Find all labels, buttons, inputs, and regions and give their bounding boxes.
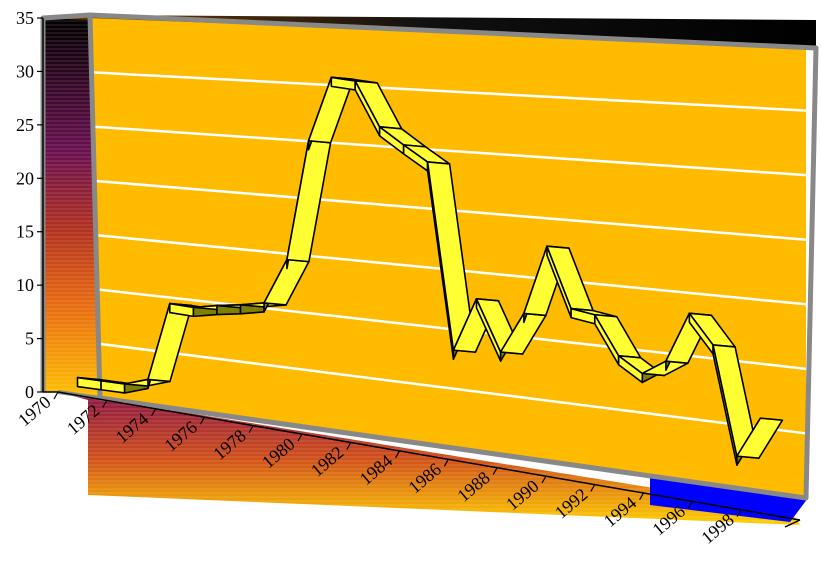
x-tick-mark: [395, 450, 401, 459]
x-tick-mark: [639, 492, 645, 501]
x-tick-mark: [248, 425, 254, 433]
ribbon-segment: [736, 417, 784, 459]
y-tick-label: 25: [16, 115, 34, 135]
x-tick-marks: [53, 391, 742, 517]
side-wall-stripes: [43, 18, 100, 400]
y-tick-label: 30: [16, 61, 34, 81]
x-tick-mark: [736, 509, 742, 517]
data-ribbon: [76, 76, 784, 466]
x-tick-mark: [151, 408, 157, 417]
floor-stripes: [58, 392, 800, 525]
y-tick-label: 35: [16, 8, 34, 28]
x-tick-mark: [590, 484, 596, 492]
x-tick-mark: [443, 458, 449, 467]
x-tick-mark: [541, 475, 547, 484]
x-tick-mark: [297, 433, 303, 442]
y-tick-label: 0: [25, 382, 34, 402]
x-tick-mark: [53, 391, 59, 400]
y-tick-label: 10: [16, 275, 34, 295]
y-tick-label: 5: [25, 329, 34, 349]
y-tick-labels: 0 5 10 15 20 25 30 35: [16, 8, 34, 402]
y-tick-label: 20: [16, 168, 34, 188]
gridline: [98, 342, 807, 435]
x-tick-mark: [346, 442, 352, 450]
gridline: [91, 71, 807, 112]
x-axis-end: [784, 519, 801, 528]
y-tick-label: 15: [16, 222, 34, 242]
frame-back: [89, 12, 819, 501]
y-tick-marks: [37, 17, 43, 393]
x-axis-line: [57, 391, 801, 521]
x-tick-mark: [492, 467, 498, 475]
x-tick-mark: [199, 416, 205, 425]
x-tick-mark: [687, 500, 693, 509]
x-tick-mark: [102, 400, 108, 408]
x-tick-label: 1970: [14, 392, 54, 430]
gridline: [92, 125, 807, 177]
